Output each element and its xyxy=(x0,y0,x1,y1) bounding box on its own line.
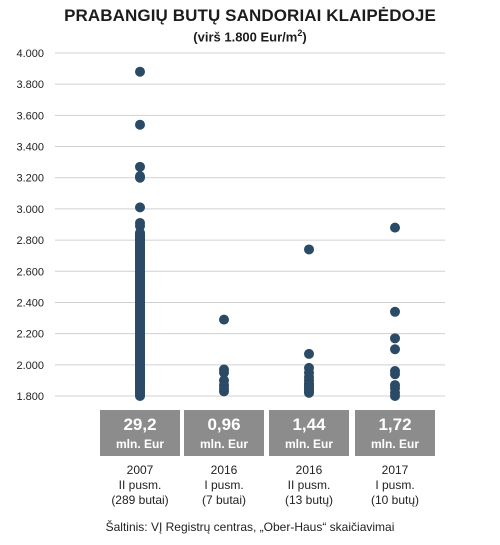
total-boxes: 29,2 mln. Eur 0,96 mln. Eur 1,44 mln. Eur 1,72… xyxy=(100,410,435,456)
total-box xyxy=(269,410,349,456)
chart-title: PRABANGIŲ BUTŲ SANDORIAI KLAIPĖDOJE xyxy=(64,6,436,25)
category-label: (7 butai) xyxy=(202,493,246,507)
y-tick-label: 3.000 xyxy=(16,204,44,216)
category-label: (13 butų) xyxy=(285,493,333,507)
chart-subtitle: (virš 1.800 Eur/m2) xyxy=(0,28,500,44)
data-point xyxy=(219,314,229,325)
subtitle-close: ) xyxy=(302,29,307,45)
y-tick-label: 2.200 xyxy=(16,329,44,341)
data-point xyxy=(390,391,400,401)
data-point xyxy=(390,222,400,233)
y-tick-label: 1.800 xyxy=(16,391,44,403)
y-tick-label: 2.000 xyxy=(16,360,44,372)
data-point xyxy=(135,161,145,172)
data-point xyxy=(390,344,400,355)
y-tick-label: 4.000 xyxy=(16,48,44,60)
total-box xyxy=(100,410,180,456)
data-point xyxy=(390,333,400,344)
data-point xyxy=(390,306,400,317)
data-point xyxy=(304,387,314,398)
category-label: 2016 xyxy=(296,463,323,477)
category-label: 2017 xyxy=(382,463,409,477)
category-label: (289 butai) xyxy=(111,493,168,507)
data-point xyxy=(304,244,314,255)
y-tick-label: 3.600 xyxy=(16,110,44,122)
category-label: 2016 xyxy=(211,463,238,477)
data-point xyxy=(219,386,229,397)
subtitle-text: (virš 1.800 Eur/m xyxy=(193,29,298,45)
total-unit-label: mln. Eur xyxy=(371,437,419,451)
data-point xyxy=(390,369,400,380)
data-point xyxy=(135,221,145,232)
total-box xyxy=(355,410,435,456)
category-label: II pusm. xyxy=(119,478,162,492)
data-point xyxy=(304,348,314,359)
data-point xyxy=(135,66,145,77)
category-label: I pusm. xyxy=(204,478,243,492)
total-value-label: 1,72 xyxy=(378,415,411,434)
data-point xyxy=(135,119,145,130)
y-tick-label: 2.600 xyxy=(16,266,44,278)
total-unit-label: mln. Eur xyxy=(285,437,333,451)
subtitle-superscript: 2 xyxy=(297,28,303,38)
data-point xyxy=(219,367,229,378)
data-point xyxy=(135,231,145,242)
y-tick-label: 2.800 xyxy=(16,235,44,247)
category-label: I pusm. xyxy=(375,478,414,492)
total-value-label: 1,44 xyxy=(292,415,326,434)
gridlines xyxy=(55,52,445,397)
total-box xyxy=(184,410,264,456)
category-label: 2007 xyxy=(127,463,154,477)
y-tick-label: 3.400 xyxy=(16,142,44,154)
y-axis-ticks: 1.800 2.000 2.200 2.400 2.600 2.800 3.000 3.200… xyxy=(16,48,44,403)
category-label: II pusm. xyxy=(288,478,331,492)
y-tick-label: 3.200 xyxy=(16,173,44,185)
total-value-label: 29,2 xyxy=(123,415,156,434)
source-note: Šaltinis: VĮ Registrų centras, „Ober-Hau… xyxy=(105,520,395,534)
total-unit-label: mln. Eur xyxy=(200,437,248,451)
category-label: (10 butų) xyxy=(371,493,419,507)
data-point xyxy=(135,172,145,183)
data-point xyxy=(135,202,145,213)
total-unit-label: mln. Eur xyxy=(116,437,164,451)
data-points xyxy=(135,66,400,401)
y-tick-label: 3.800 xyxy=(16,79,44,91)
y-tick-label: 2.400 xyxy=(16,297,44,309)
total-value-label: 0,96 xyxy=(207,415,240,434)
